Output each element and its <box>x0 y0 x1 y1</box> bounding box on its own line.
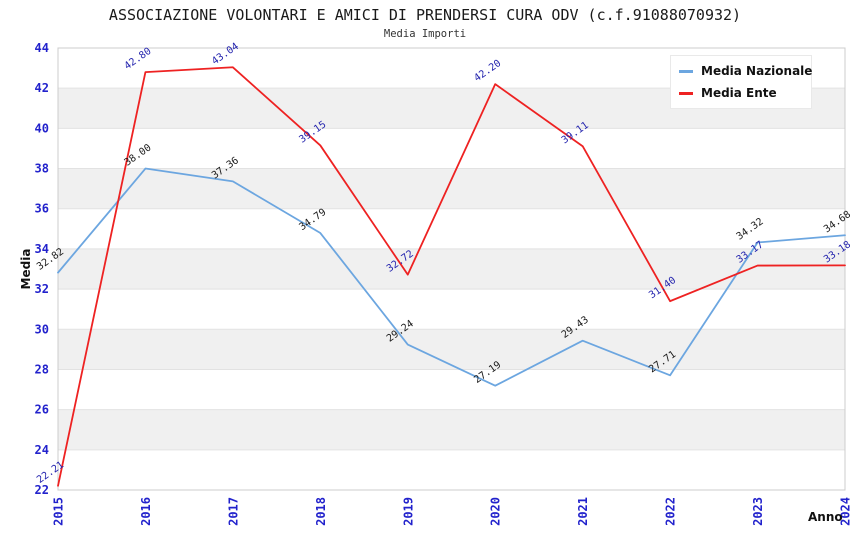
y-tick-label: 44 <box>35 41 49 55</box>
y-tick-label: 40 <box>35 121 49 135</box>
series-line <box>57 66 846 487</box>
y-tick-label: 30 <box>35 322 49 336</box>
y-tick-label: 34 <box>35 242 49 256</box>
data-label: 43.04 <box>210 41 241 67</box>
y-tick-label: 28 <box>35 362 49 376</box>
x-axis-label: Anno <box>808 510 843 524</box>
chart-subtitle: Media Importi <box>383 28 467 40</box>
y-tick-label: 32 <box>35 282 49 296</box>
data-label: 34.32 <box>735 216 766 242</box>
series-line <box>57 167 846 387</box>
plot-band <box>58 329 845 370</box>
data-label: 38.00 <box>123 142 154 168</box>
legend-marker-line-icon <box>679 69 693 73</box>
plot-band <box>58 168 845 209</box>
y-tick-label: 38 <box>35 162 49 176</box>
x-tick-label: 2018 <box>314 497 328 526</box>
y-axis-label: Media <box>19 248 33 290</box>
x-tick-label: 2016 <box>139 497 153 526</box>
y-tick-label: 22 <box>35 483 49 497</box>
data-label: 42.80 <box>123 46 154 72</box>
x-tick-label: 2021 <box>576 497 590 526</box>
y-tick-label: 42 <box>35 81 49 95</box>
plot-border <box>57 47 846 491</box>
x-tick-label: 2020 <box>489 497 503 526</box>
x-tick-label: 2015 <box>52 497 66 526</box>
legend-label: Media Ente <box>701 86 777 100</box>
x-tick-label: 2017 <box>226 497 240 526</box>
data-label: 42.20 <box>472 58 503 84</box>
data-label: 34.68 <box>822 209 850 235</box>
legend-item-media-nazionale: Media Nazionale <box>679 64 812 78</box>
x-tick-label: 2022 <box>664 497 678 526</box>
x-tick-label: 2019 <box>401 497 415 526</box>
legend-label: Media Nazionale <box>701 64 813 78</box>
legend: Media Nazionale Media Ente <box>670 55 812 109</box>
legend-marker-line-icon <box>679 91 693 95</box>
legend-item-media-ente: Media Ente <box>679 86 801 100</box>
x-tick-label: 2023 <box>751 497 765 526</box>
y-tick-label: 36 <box>35 202 49 216</box>
x-tick-label: 2024 <box>839 497 850 526</box>
y-tick-label: 26 <box>35 403 49 417</box>
chart-title: ASSOCIAZIONE VOLONTARI E AMICI DI PRENDE… <box>108 6 742 24</box>
plot-band <box>58 248 845 290</box>
plot-band <box>58 409 845 450</box>
y-tick-label: 24 <box>35 443 49 457</box>
